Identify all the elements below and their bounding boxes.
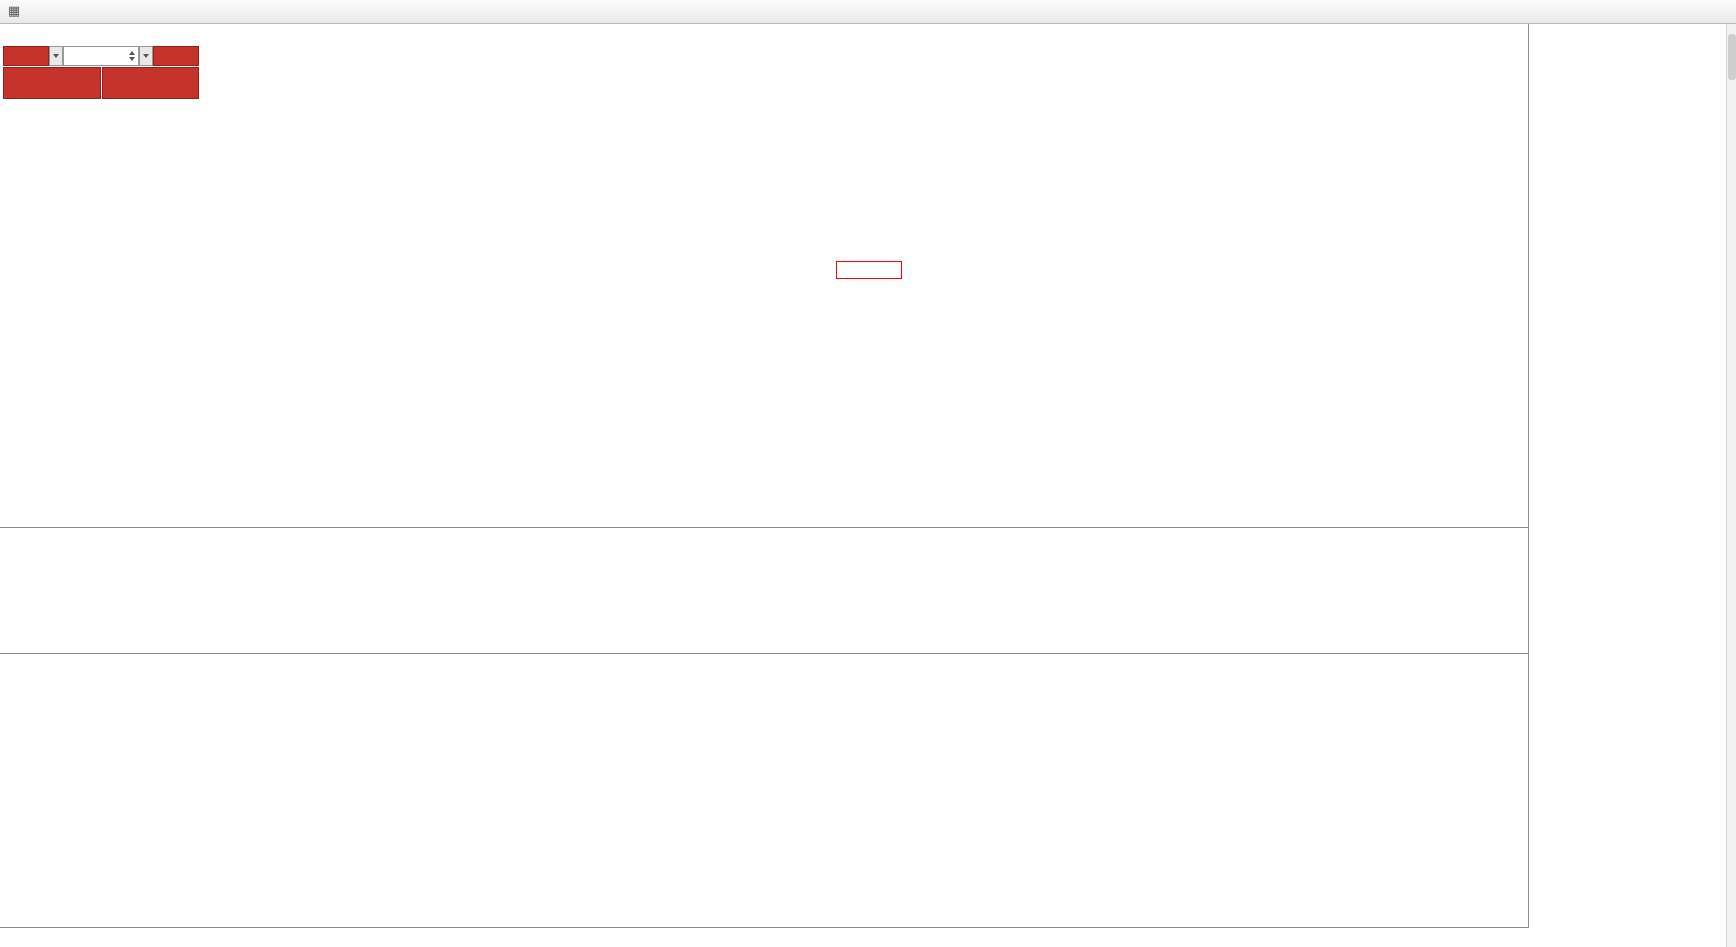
price-callout-label[interactable] xyxy=(836,261,902,279)
sell-button[interactable] xyxy=(3,46,49,66)
panel-separator[interactable] xyxy=(0,653,1726,654)
spin-down-icon xyxy=(129,57,135,61)
new-chart-icon: ▦ xyxy=(7,4,21,19)
main-chart[interactable] xyxy=(0,24,1528,528)
scrollbar-thumb[interactable] xyxy=(1728,34,1736,80)
time-axis-separator xyxy=(0,927,1726,928)
sell-options-caret[interactable] xyxy=(49,46,63,66)
buy-price-button[interactable] xyxy=(101,67,199,99)
volume-input[interactable] xyxy=(63,46,139,66)
panel-separator[interactable] xyxy=(0,527,1726,528)
volume-spinner[interactable] xyxy=(129,51,135,61)
buy-options-caret[interactable] xyxy=(139,46,153,66)
vertical-scrollbar[interactable] xyxy=(1726,24,1736,947)
rsi-panel[interactable] xyxy=(0,654,1528,928)
caret-down-icon xyxy=(143,54,149,58)
macd-panel[interactable] xyxy=(0,528,1528,654)
caret-down-icon xyxy=(53,54,59,58)
price-scale[interactable] xyxy=(1529,24,1726,947)
new-chart-button[interactable]: ▦ xyxy=(3,2,25,22)
price-axis-separator xyxy=(1528,24,1529,947)
chart-window xyxy=(0,24,1736,947)
spin-up-icon xyxy=(129,51,135,55)
one-click-trading-panel xyxy=(3,46,199,99)
sell-price-button[interactable] xyxy=(3,67,101,99)
toolbar: ▦ xyxy=(0,0,1736,24)
buy-button[interactable] xyxy=(153,46,199,66)
time-scale[interactable] xyxy=(0,928,1726,947)
